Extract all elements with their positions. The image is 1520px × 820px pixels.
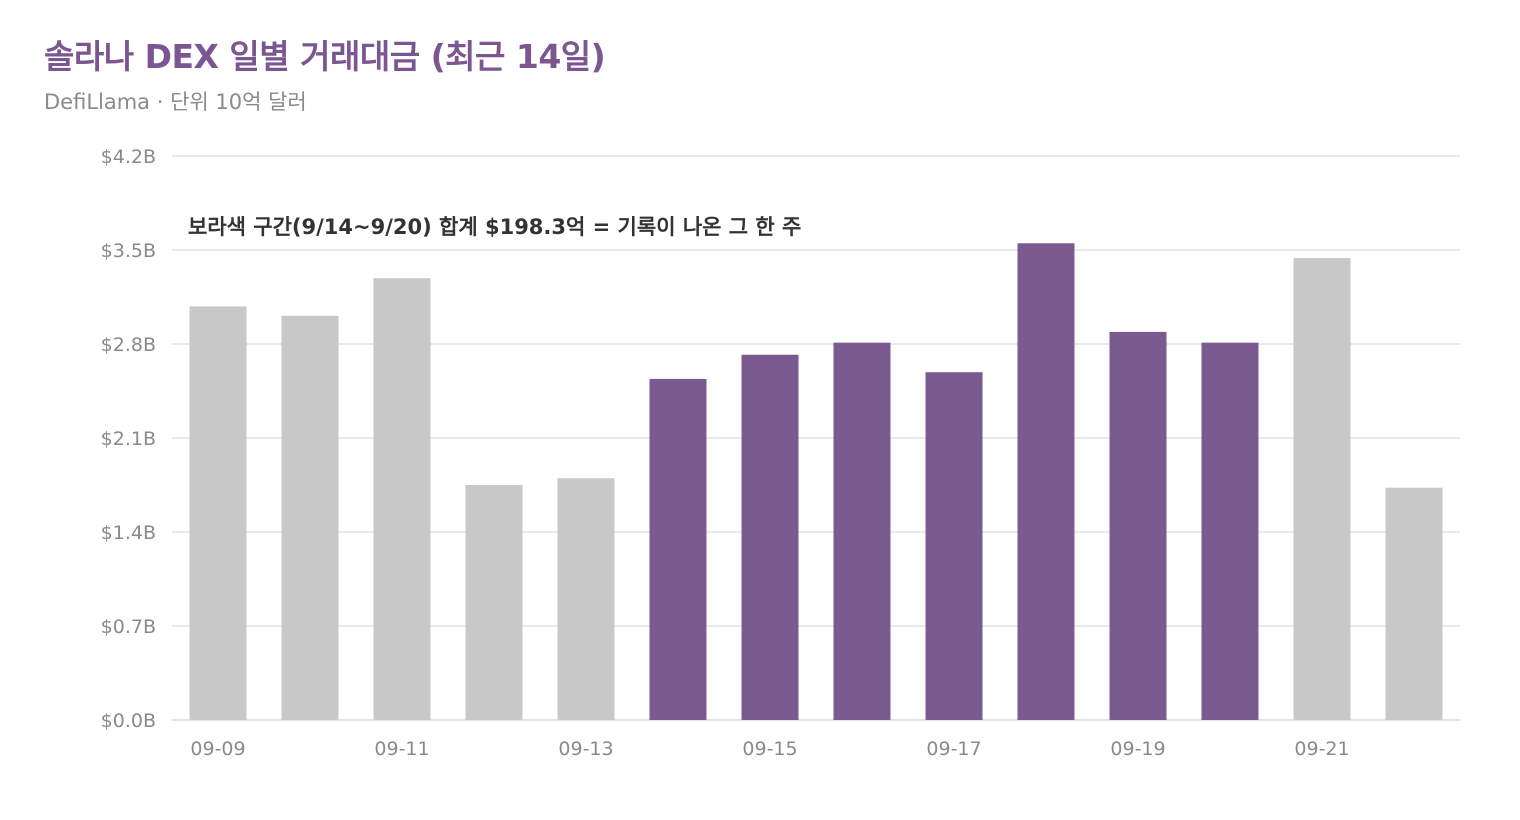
bar-09-16	[833, 342, 891, 720]
y-tick-label: $0.0B	[101, 710, 156, 732]
bar-09-11	[373, 278, 431, 720]
chart-annotation: 보라색 구간(9/14~9/20) 합계 $198.3억 = 기록이 나온 그 …	[188, 215, 801, 239]
x-tick-label: 09-13	[558, 738, 613, 760]
bar-09-13	[557, 478, 615, 720]
bar-09-21	[1293, 258, 1351, 720]
y-tick-label: $0.7B	[101, 616, 156, 638]
bar-09-12	[465, 485, 523, 720]
bar-09-17	[925, 372, 983, 720]
gridlines	[172, 155, 1460, 721]
y-tick-label: $4.2B	[101, 146, 156, 168]
bar-09-15	[741, 354, 799, 720]
x-axis-ticks: 09-09 09-11 09-13 09-15 09-17 09-19 09-21	[190, 738, 1349, 760]
x-tick-label: 09-19	[1110, 738, 1165, 760]
bar-09-09	[189, 306, 247, 720]
x-tick-label: 09-21	[1294, 738, 1349, 760]
bar-09-10	[281, 315, 339, 720]
bar-09-22	[1385, 487, 1443, 720]
bar-09-20	[1201, 342, 1259, 720]
y-tick-label: $1.4B	[101, 522, 156, 544]
x-tick-label: 09-09	[190, 738, 245, 760]
y-tick-label: $2.8B	[101, 334, 156, 356]
x-tick-label: 09-11	[374, 738, 429, 760]
bars	[189, 243, 1443, 721]
bar-09-19	[1109, 331, 1167, 720]
bar-09-14	[649, 378, 707, 720]
x-tick-label: 09-15	[742, 738, 797, 760]
x-tick-label: 09-17	[926, 738, 981, 760]
bar-09-18	[1017, 243, 1075, 721]
chart-title: 솔라나 DEX 일별 거래대금 (최근 14일)	[44, 37, 606, 76]
chart-subtitle: DefiLlama · 단위 10억 달러	[44, 90, 307, 114]
y-tick-label: $2.1B	[101, 428, 156, 450]
y-tick-label: $3.5B	[101, 240, 156, 262]
y-axis-ticks: $0.0B $0.7B $1.4B $2.1B $2.8B $3.5B $4.2B	[101, 146, 156, 732]
